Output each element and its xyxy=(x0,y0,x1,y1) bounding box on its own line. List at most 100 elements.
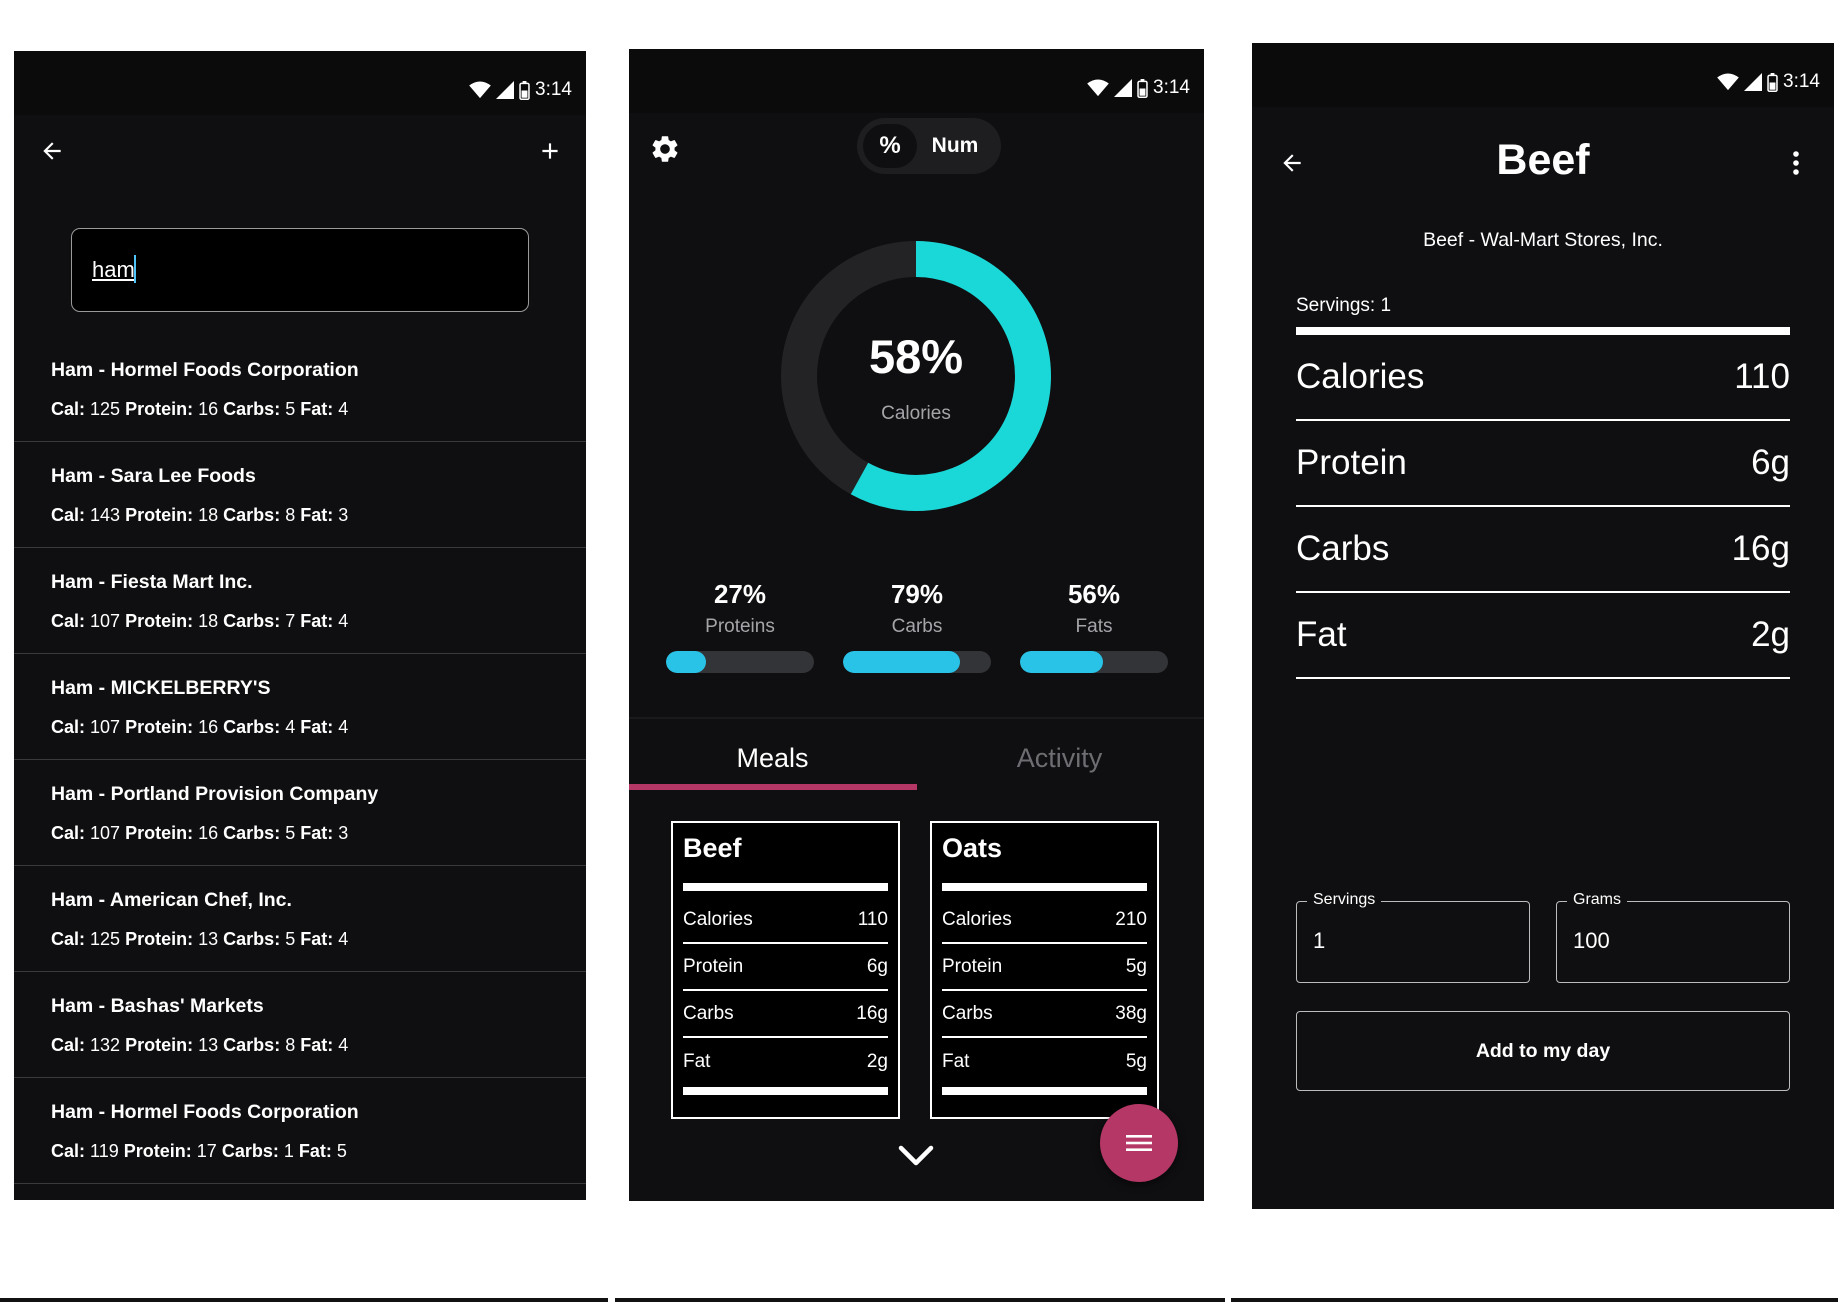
result-food-name: Ham - Bashas' Markets xyxy=(51,995,264,1017)
macro-carbs: 79% Carbs xyxy=(843,579,991,673)
status-bar: 3:14 xyxy=(14,51,586,115)
macro-progress-bar xyxy=(1020,651,1168,673)
search-field[interactable] xyxy=(71,228,529,312)
more-vertical-icon xyxy=(1793,151,1799,175)
nutrient-row: Fat 5g xyxy=(942,1038,1147,1085)
carbs-label: Carbs: xyxy=(221,1141,279,1161)
fat-value: 4 xyxy=(338,717,349,737)
label-divider xyxy=(683,883,888,891)
nutrient-value: 5g xyxy=(1125,955,1147,977)
carbs-label: Carbs: xyxy=(223,611,281,631)
protein-value: 16 xyxy=(198,399,219,419)
carbs-value: 1 xyxy=(283,1141,294,1161)
search-result-item[interactable]: Ham - Fiesta Mart Inc. Cal: 107 Protein: … xyxy=(14,548,586,654)
nutrient-label: Protein xyxy=(942,955,1003,977)
number-mode-button[interactable]: Num xyxy=(931,134,979,157)
result-nutrition-summary: Cal: 119 Protein: 17 Carbs: 1 Fat: 5 xyxy=(51,1141,586,1162)
battery-icon xyxy=(1137,78,1148,98)
fat-value: 4 xyxy=(338,929,349,949)
dashboard-screen: 3:14 % Num 58% Calories 27% Proteins 79%… xyxy=(629,49,1204,1201)
arrow-left-icon xyxy=(1283,154,1301,172)
display-mode-toggle: % Num xyxy=(857,118,1001,174)
protein-value: 18 xyxy=(198,611,219,631)
servings-input[interactable] xyxy=(1313,928,1513,954)
nutrient-row: Carbs 16g xyxy=(683,991,888,1038)
tab-activity[interactable]: Activity xyxy=(1016,743,1103,773)
result-food-name: Ham - Portland Provision Company xyxy=(51,783,379,805)
protein-value: 13 xyxy=(198,929,219,949)
food-detail-screen: 3:14 Beef Beef - Wal-Mart Stores, Inc. S… xyxy=(1252,43,1834,1209)
carbs-value: 8 xyxy=(285,1035,296,1055)
macro-progress-bar xyxy=(666,651,814,673)
nutrient-value: 6g xyxy=(866,955,888,977)
cal-value: 107 xyxy=(90,611,121,631)
protein-label: Protein: xyxy=(125,399,194,419)
protein-value: 16 xyxy=(198,823,219,843)
protein-label: Protein: xyxy=(123,1141,192,1161)
chevron-down-icon[interactable] xyxy=(896,1142,936,1170)
search-result-item[interactable]: Ham - Hormel Foods Corporation Cal: 125 P… xyxy=(14,336,586,442)
result-food-name: Ham - Hormel Foods Corporation xyxy=(51,359,359,381)
search-result-item[interactable]: Ham - Sara Lee Foods Cal: 143 Protein: 18… xyxy=(14,442,586,548)
back-button[interactable] xyxy=(1270,141,1314,185)
nutrient-value: 16g xyxy=(1731,529,1790,568)
protein-label: Protein: xyxy=(125,611,194,631)
search-input[interactable] xyxy=(92,257,492,283)
app-bar xyxy=(14,115,586,187)
calories-progress-ring xyxy=(781,241,1051,511)
fat-label: Fat: xyxy=(300,929,334,949)
menu-fab-button[interactable] xyxy=(1100,1104,1178,1182)
search-result-item[interactable]: Ham - Bashas' Markets Cal: 132 Protein: 1… xyxy=(14,972,586,1078)
carbs-value: 4 xyxy=(285,717,296,737)
protein-label: Protein: xyxy=(125,823,194,843)
nutrient-label: Carbs xyxy=(1296,529,1390,568)
nutrient-row: Calories 110 xyxy=(683,897,888,944)
search-result-item[interactable]: Ham - MICKELBERRY'S Cal: 107 Protein: 16 … xyxy=(14,654,586,760)
back-button[interactable] xyxy=(30,129,74,173)
macro-label: Proteins xyxy=(705,616,775,637)
next-screen-edge xyxy=(615,1298,1225,1302)
page-title: Beef xyxy=(1496,136,1590,184)
macro-label: Fats xyxy=(1075,616,1113,637)
food-search-screen: 3:14 Ham - Hormel Foods Corporation Cal: … xyxy=(14,51,586,1200)
add-to-my-day-button[interactable]: Add to my day xyxy=(1296,1011,1790,1091)
meal-card-beef[interactable]: Beef Calories 110 Protein 6g Carbs 16g Fat 2… xyxy=(671,821,900,1119)
protein-value: 17 xyxy=(196,1141,217,1161)
grams-input[interactable] xyxy=(1573,928,1773,954)
servings-label: Servings: 1 xyxy=(1296,295,1392,316)
search-result-item[interactable]: Ham - Hormel Foods Corporation Cal: 119 P… xyxy=(14,1078,586,1184)
nutrient-row: Protein 6g xyxy=(683,944,888,991)
carbs-value: 5 xyxy=(285,929,296,949)
result-food-name: Ham - Fiesta Mart Inc. xyxy=(51,571,253,593)
nutrient-row-carbs: Carbs 16g xyxy=(1296,507,1790,593)
cal-value: 125 xyxy=(90,929,121,949)
nutrient-row: Protein 5g xyxy=(942,944,1147,991)
cal-value: 107 xyxy=(90,823,121,843)
cal-label: Cal: xyxy=(51,1141,86,1161)
carbs-label: Carbs: xyxy=(223,929,281,949)
status-time: 3:14 xyxy=(1783,71,1820,92)
grams-field[interactable]: Grams xyxy=(1556,891,1790,983)
settings-button[interactable] xyxy=(643,127,687,171)
food-source: Beef - Wal-Mart Stores, Inc. xyxy=(1423,229,1663,251)
cal-value: 119 xyxy=(90,1141,119,1161)
macro-percent: 27% xyxy=(713,579,767,609)
macro-progress-fill xyxy=(1020,651,1103,673)
search-result-item[interactable]: Ham - American Chef, Inc. Cal: 125 Protei… xyxy=(14,866,586,972)
status-bar: 3:14 xyxy=(629,49,1204,113)
fat-label: Fat: xyxy=(300,1035,334,1055)
tab-meals[interactable]: Meals xyxy=(736,743,809,773)
nutrient-label: Fat xyxy=(1296,615,1347,654)
nutrient-row-fat: Fat 2g xyxy=(1296,593,1790,679)
result-food-name: Ham - MICKELBERRY'S xyxy=(51,677,271,699)
next-screen-edge xyxy=(1231,1298,1838,1302)
result-nutrition-summary: Cal: 143 Protein: 18 Carbs: 8 Fat: 3 xyxy=(51,505,586,526)
nutrient-value: 6g xyxy=(1751,443,1790,482)
percent-mode-button[interactable]: % xyxy=(863,124,917,168)
battery-icon xyxy=(519,80,530,100)
add-food-button[interactable] xyxy=(528,129,572,173)
search-result-item[interactable]: Ham - Portland Provision Company Cal: 107… xyxy=(14,760,586,866)
servings-field[interactable]: Servings xyxy=(1296,891,1530,983)
meal-card-oats[interactable]: Oats Calories 210 Protein 5g Carbs 38g Fat 5… xyxy=(930,821,1159,1119)
more-options-button[interactable] xyxy=(1774,141,1818,185)
